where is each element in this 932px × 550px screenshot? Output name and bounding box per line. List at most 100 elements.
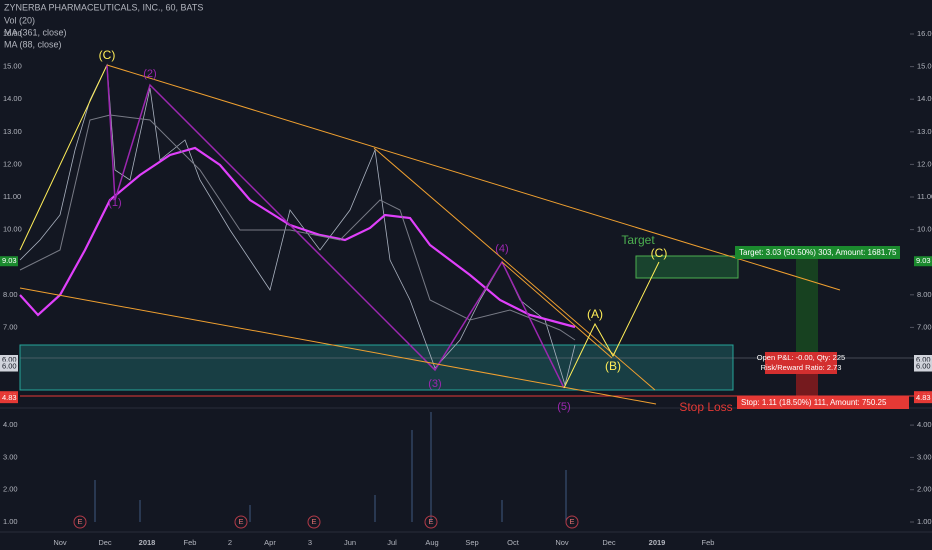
price-tick-label: 8.00 [917, 290, 932, 299]
time-label: Apr [264, 538, 276, 547]
earnings-label: E [569, 517, 574, 526]
price-marker [914, 361, 932, 372]
wave-label: (1) [108, 197, 121, 209]
price-tick-label: 10.00 [917, 225, 932, 234]
price-marker [0, 393, 18, 404]
time-label: Sep [465, 538, 478, 547]
time-label: Nov [555, 538, 569, 547]
range-zone [19, 344, 734, 391]
lower-trendline [19, 287, 657, 405]
time-label: Jul [387, 538, 397, 547]
price-marker-label: 4.83 [916, 393, 931, 402]
wave-label: (3) [428, 378, 441, 390]
price-marker-label: 9.03 [916, 256, 931, 265]
price-marker-label: 6.00 [2, 362, 17, 371]
price-tick-label: 11.00 [917, 192, 932, 201]
price-tick-label: 1.00 [3, 517, 18, 526]
inner-trendline [373, 147, 656, 391]
target-tag [735, 246, 900, 259]
profit-zone [796, 259, 818, 359]
time-label: Aug [425, 538, 438, 547]
target-info: Target: 3.03 (50.50%) 303, Amount: 1681.… [739, 248, 897, 257]
price-marker [0, 361, 18, 372]
price-marker-label: 6.00 [916, 355, 931, 364]
price-marker-label: 4.83 [2, 393, 17, 402]
earnings-label: E [311, 517, 316, 526]
earnings-label: E [238, 517, 243, 526]
time-label: Feb [702, 538, 715, 547]
price-tick-label: 16.00 [3, 29, 22, 38]
earnings-marker [307, 515, 321, 529]
pnl-tag [765, 352, 837, 374]
time-label: 2018 [139, 538, 156, 547]
time-label: 2019 [649, 538, 666, 547]
indicator: MA (88, close) [4, 39, 62, 49]
price-marker [914, 355, 932, 365]
price-tick-label: 12.00 [3, 159, 22, 168]
earnings-marker [234, 515, 248, 529]
volume-bars [94, 412, 567, 522]
price-marker-label: 6.00 [2, 355, 17, 364]
projection [563, 261, 660, 389]
price-marker [0, 355, 18, 365]
price-tick-label: 15.00 [3, 62, 22, 71]
price-tick-label: 1.00 [917, 517, 932, 526]
price-tick-label: 12.00 [917, 159, 932, 168]
price-tick-label: 7.00 [917, 322, 932, 331]
ma-88 [19, 114, 576, 341]
indicator: MA (361, close) [4, 27, 67, 37]
price-tick-label: 11.00 [3, 192, 21, 201]
wave-label: (A) [587, 307, 603, 321]
stop-info: Stop: 1.11 (18.50%) 111, Amount: 750.25 [741, 398, 887, 407]
ratio-info: Risk/Reward Ratio: 2.73 [761, 363, 842, 372]
wave-label: (C) [651, 246, 668, 260]
wave-purple [106, 64, 565, 389]
price-tick-label: 3.00 [3, 452, 18, 461]
price-marker [914, 393, 932, 404]
time-label: Jun [344, 538, 356, 547]
earnings-label: E [428, 517, 433, 526]
price-tick-label: 14.00 [917, 94, 932, 103]
pnl-info: Open P&L: -0.00, Qty: 225 [757, 353, 845, 362]
price-tick-label: 7.00 [3, 322, 18, 331]
earnings-marker [565, 515, 579, 529]
price-tick-label: 16.00 [917, 29, 932, 38]
price-tick-label: 15.00 [917, 62, 932, 71]
price-tick-label: 2.00 [917, 485, 932, 494]
price-marker-label: 9.03 [2, 256, 17, 265]
price-tick-label: 8.00 [3, 290, 18, 299]
wave-yellow [19, 64, 108, 251]
time-label: Feb [184, 538, 197, 547]
target-zone [635, 255, 739, 279]
price-tick-label: 3.00 [917, 452, 932, 461]
earnings-label: E [77, 517, 82, 526]
price-marker [914, 256, 932, 267]
price-marker [0, 256, 18, 267]
time-label: 2 [228, 538, 232, 547]
price-tick-label: 2.00 [3, 485, 18, 494]
price-tick-label: 14.00 [3, 94, 22, 103]
time-label: Nov [53, 538, 67, 547]
time-label: Dec [98, 538, 112, 547]
stop-tag [737, 396, 909, 409]
earnings-marker [73, 515, 87, 529]
wave-label: (B) [605, 359, 621, 373]
time-label: Dec [602, 538, 616, 547]
upper-trendline [106, 64, 841, 291]
price-tick-label: 4.00 [3, 420, 18, 429]
wave-label: (5) [557, 401, 570, 413]
price-tick-label: 4.00 [917, 420, 932, 429]
price-marker-label: 6.00 [916, 362, 931, 371]
time-label: 3 [308, 538, 312, 547]
wave-label: (C) [99, 48, 116, 62]
price-tick-label: 10.00 [3, 225, 22, 234]
target-label: Target [621, 233, 655, 247]
wave-label: (4) [495, 243, 508, 255]
wave-label: (2) [143, 68, 156, 80]
indicator: Vol (20) [4, 15, 35, 25]
stop-loss-label: Stop Loss [679, 400, 732, 414]
earnings-marker [424, 515, 438, 529]
time-label: Oct [507, 538, 520, 547]
symbol-title: ZYNERBA PHARMACEUTICALS, INC., 60, BATS [4, 2, 203, 12]
